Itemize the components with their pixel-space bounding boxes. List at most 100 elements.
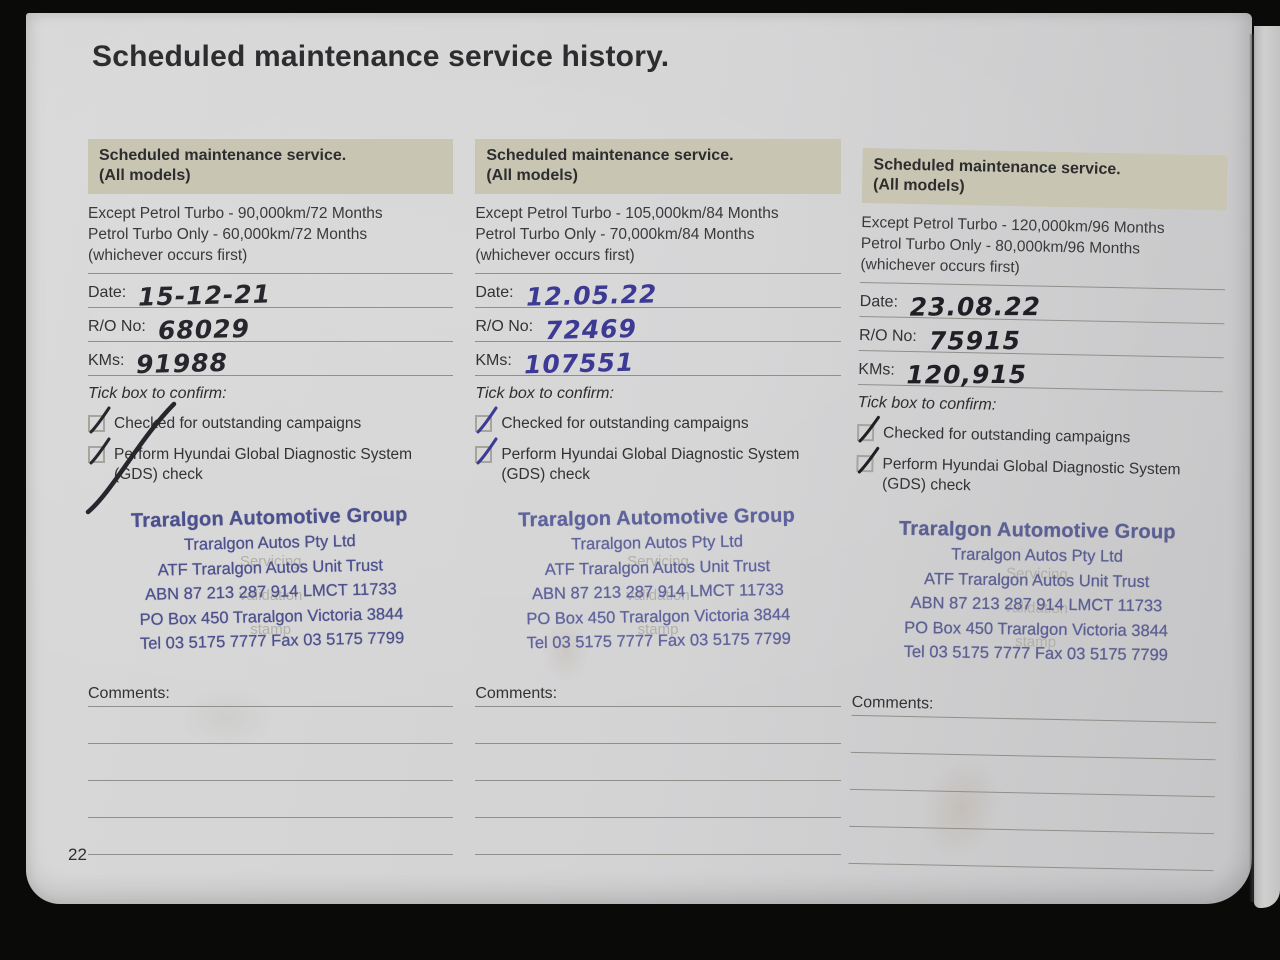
gds-checkbox bbox=[475, 437, 498, 465]
tick-box-prompt: Tick box to confirm: bbox=[857, 393, 997, 414]
interval-turbo-only: Petrol Turbo Only - 70,000km/84 Months bbox=[475, 226, 755, 243]
campaigns-checkbox-label: Checked for outstanding campaigns bbox=[882, 424, 1131, 447]
date-handwritten-value: 12.05.22 bbox=[525, 279, 658, 312]
ro-number-row: R/O No: 68029 bbox=[88, 308, 454, 346]
kms-label: KMs: bbox=[475, 352, 512, 369]
service-interval-text: Except Petrol Turbo - 120,000km/96 Month… bbox=[859, 211, 1227, 291]
dealer-stamp: Traralgon Automotive Group Traralgon Aut… bbox=[474, 502, 842, 657]
checkmark-icon bbox=[89, 437, 111, 465]
kms-row: KMs: 91988 bbox=[88, 342, 454, 380]
page-title: Scheduled maintenance service history. bbox=[92, 40, 670, 73]
campaigns-checkbox-row: Checked for outstanding campaigns bbox=[856, 415, 1223, 450]
ro-number-label: R/O No: bbox=[88, 318, 146, 335]
ro-number-handwritten-value: 75915 bbox=[928, 326, 1021, 356]
column-header-line2: (All models) bbox=[486, 167, 578, 184]
placeholder-line: validation bbox=[626, 587, 690, 604]
campaigns-checkbox-label: Checked for outstanding campaigns bbox=[501, 415, 749, 432]
ro-number-row: R/O No: 72469 bbox=[475, 308, 841, 346]
date-handwritten-value: 15-12-21 bbox=[137, 279, 272, 312]
stamp-placeholder-text: Servicing validation stamp bbox=[475, 545, 840, 647]
servicing-validation-area: Servicing validation stamp Traralgon Aut… bbox=[88, 504, 453, 673]
gds-checkbox-row: Perform Hyundai Global Diagnostic System… bbox=[88, 437, 453, 485]
placeholder-line: Servicing bbox=[239, 553, 302, 570]
kms-label: KMs: bbox=[88, 352, 125, 369]
placeholder-line: validation bbox=[238, 587, 303, 604]
campaigns-checkbox-row: Checked for outstanding campaigns bbox=[475, 406, 840, 434]
kms-handwritten-value: 107551 bbox=[523, 347, 635, 380]
service-columns: Scheduled maintenance service. (All mode… bbox=[85, 139, 1228, 872]
gds-checkbox bbox=[855, 446, 879, 474]
date-row: Date: 23.08.22 bbox=[859, 282, 1226, 325]
servicing-validation-area: Servicing validation stamp Traralgon Aut… bbox=[475, 505, 840, 673]
column-header-line1: Scheduled maintenance service. bbox=[486, 147, 734, 164]
checkmark-icon bbox=[476, 437, 498, 465]
checkbox-group: Checked for outstanding campaigns Perfor… bbox=[855, 415, 1223, 501]
ruled-line bbox=[88, 781, 454, 818]
comments-section: Comments: bbox=[88, 685, 454, 855]
dealer-name: Traralgon Automotive Group bbox=[898, 517, 1176, 544]
kms-handwritten-value: 120,915 bbox=[906, 359, 1028, 390]
date-label: Date: bbox=[475, 284, 514, 301]
column-header-band: Scheduled maintenance service. (All mode… bbox=[861, 147, 1228, 211]
date-row: Date: 12.05.22 bbox=[475, 274, 841, 312]
interval-turbo-only: Petrol Turbo Only - 60,000km/72 Months bbox=[88, 226, 368, 243]
column-header-line1: Scheduled maintenance service. bbox=[99, 147, 347, 164]
interval-except-turbo: Except Petrol Turbo - 90,000km/72 Months bbox=[88, 205, 383, 222]
column-header-band: Scheduled maintenance service. (All mode… bbox=[88, 139, 454, 194]
ruled-line bbox=[475, 707, 841, 744]
interval-note: (whichever occurs first) bbox=[475, 247, 635, 264]
placeholder-line: stamp bbox=[637, 621, 679, 638]
next-page-edge bbox=[1254, 26, 1280, 908]
date-label: Date: bbox=[859, 292, 898, 311]
ruled-line bbox=[88, 818, 454, 855]
service-entry-column: Scheduled maintenance service. (All mode… bbox=[475, 139, 841, 855]
ro-number-handwritten-value: 72469 bbox=[544, 313, 638, 346]
placeholder-line: stamp bbox=[250, 621, 292, 638]
placeholder-line: Servicing bbox=[627, 553, 689, 570]
ro-number-label: R/O No: bbox=[475, 318, 534, 335]
ro-number-handwritten-value: 68029 bbox=[157, 313, 251, 346]
stamp-placeholder-text: Servicing validation stamp bbox=[88, 545, 453, 647]
column-header-band: Scheduled maintenance service. (All mode… bbox=[475, 139, 841, 194]
ruled-line bbox=[475, 818, 841, 855]
service-entry-column: Scheduled maintenance service. (All mode… bbox=[85, 139, 454, 855]
gds-checkbox-row: Perform Hyundai Global Diagnostic System… bbox=[855, 446, 1222, 501]
gds-checkbox-row: Perform Hyundai Global Diagnostic System… bbox=[475, 437, 840, 485]
ruled-line bbox=[475, 744, 841, 781]
dealer-stamp: Traralgon Automotive Group Traralgon Aut… bbox=[853, 515, 1220, 668]
date-row: Date: 15-12-21 bbox=[88, 274, 454, 312]
booklet-spine-fold bbox=[1249, 34, 1256, 902]
campaigns-checkbox-label: Checked for outstanding campaigns bbox=[114, 415, 362, 432]
kms-handwritten-value: 91988 bbox=[136, 347, 229, 380]
kms-label: KMs: bbox=[857, 360, 895, 379]
date-handwritten-value: 23.08.22 bbox=[909, 292, 1041, 322]
tick-box-prompt: Tick box to confirm: bbox=[88, 385, 227, 402]
interval-note: (whichever occurs first) bbox=[88, 247, 248, 264]
campaigns-checkbox bbox=[88, 406, 111, 434]
gds-checkbox-label: Perform Hyundai Global Diagnostic System… bbox=[114, 446, 413, 483]
checkbox-group: Checked for outstanding campaigns Perfor… bbox=[85, 401, 453, 515]
checkmark-icon bbox=[858, 415, 880, 443]
comments-label: Comments: bbox=[475, 685, 841, 707]
dealer-phone: Tel 03 5175 7777 Fax 03 5175 7799 bbox=[903, 642, 1168, 665]
ruled-line bbox=[88, 744, 454, 781]
comments-section: Comments: bbox=[475, 685, 841, 855]
kms-row: KMs: 120,915 bbox=[857, 350, 1224, 393]
checkbox-group: Checked for outstanding campaigns Perfor… bbox=[475, 406, 840, 485]
tick-box-prompt: Tick box to confirm: bbox=[475, 385, 614, 402]
campaigns-checkbox bbox=[475, 406, 498, 434]
gds-checkbox-label: Perform Hyundai Global Diagnostic System… bbox=[501, 446, 800, 483]
date-label: Date: bbox=[88, 284, 127, 301]
checkmark-icon bbox=[476, 406, 498, 434]
campaigns-checkbox bbox=[856, 415, 880, 443]
handwritten-tick-stroke bbox=[85, 401, 177, 515]
service-history-page: Scheduled maintenance service history. S… bbox=[26, 13, 1252, 904]
gds-checkbox-label: Perform Hyundai Global Diagnostic System… bbox=[881, 455, 1181, 495]
comments-label: Comments: bbox=[88, 685, 454, 707]
ruled-line bbox=[475, 781, 841, 818]
ro-number-label: R/O No: bbox=[858, 326, 917, 346]
page-number: 22 bbox=[68, 845, 87, 864]
service-entry-column: Scheduled maintenance service. (All mode… bbox=[848, 147, 1228, 872]
comments-section: Comments: bbox=[848, 693, 1217, 872]
